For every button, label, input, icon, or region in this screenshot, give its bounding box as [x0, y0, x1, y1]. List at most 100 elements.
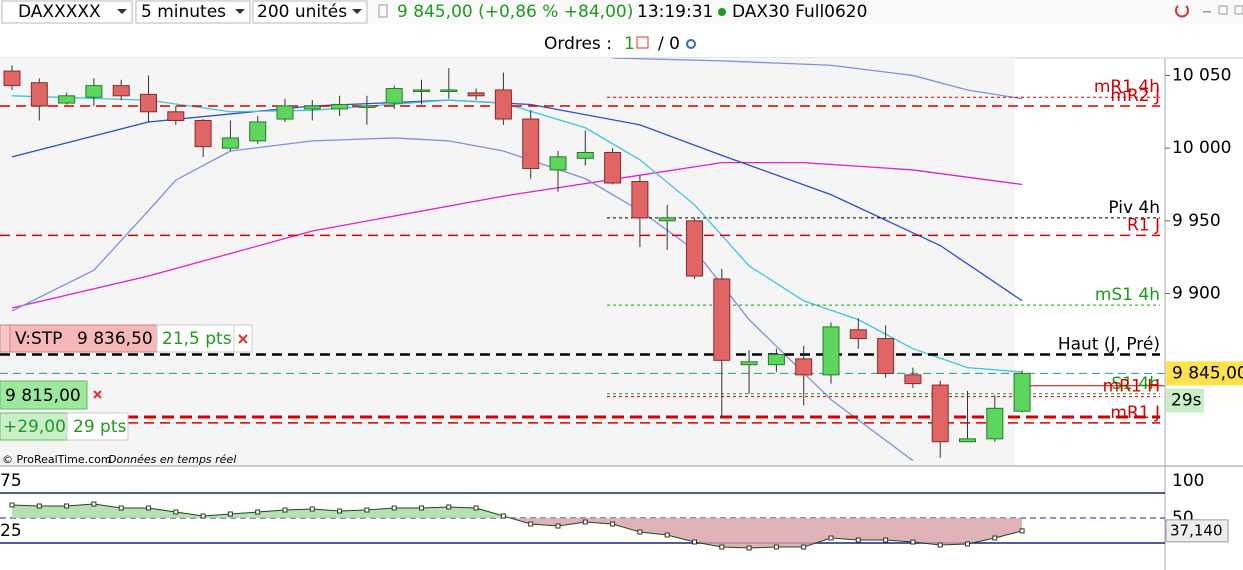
cancel-icon[interactable] [636, 36, 649, 49]
level-label: mR1 4h [1094, 77, 1160, 97]
level-label: R1 J [1127, 215, 1160, 235]
quote: 9 845,00 (+0,86 % +84,00) [397, 2, 633, 22]
cancel-cross[interactable] [93, 390, 102, 399]
candle-body [877, 338, 895, 374]
indicator-point [473, 505, 479, 511]
indicator-point [173, 509, 179, 515]
candle-body [413, 89, 430, 92]
refresh-icon[interactable] [1175, 5, 1189, 18]
orders-open[interactable]: 1 [624, 34, 635, 54]
info-icon[interactable] [378, 4, 388, 18]
level-label: mR2 J [1110, 86, 1160, 106]
area-above [12, 504, 1023, 518]
indicator-line [11, 503, 1023, 549]
candle-body [549, 156, 567, 171]
candle-body [795, 358, 813, 376]
pnl-pts-box [66, 412, 129, 441]
candle-body [249, 121, 267, 142]
position-price: 9 815,00 [5, 386, 81, 406]
instrument-dropdown[interactable] [1, 0, 133, 24]
indicator-point [364, 507, 370, 513]
indicator-point [801, 544, 807, 550]
indicator-point [992, 535, 998, 541]
indicator-point [64, 503, 70, 509]
settings-icon[interactable] [686, 39, 696, 49]
candle-body [849, 329, 867, 340]
credit: © ProRealTime.com [2, 453, 112, 466]
candle-body [931, 384, 949, 443]
indicator-point [1019, 528, 1025, 534]
candle-body [904, 374, 922, 385]
candle-body [713, 278, 731, 361]
candle-body [331, 104, 349, 110]
indicator-point [883, 537, 889, 543]
position-box[interactable] [0, 380, 88, 410]
candle-body [1013, 372, 1031, 412]
candle-body [112, 85, 130, 97]
indicator-point [227, 511, 233, 517]
price-plot [0, 58, 1165, 462]
order-box[interactable] [9, 324, 158, 353]
candle-body [194, 120, 212, 148]
indicator-point [965, 541, 970, 547]
candle-body [303, 105, 321, 110]
level-label: S1 4h [1111, 374, 1160, 394]
order-distance: 21,5 pts [162, 329, 232, 349]
indicator-point [282, 507, 288, 513]
indicator-point [500, 513, 506, 519]
units: 200 unités [257, 2, 347, 22]
candle-body [167, 111, 185, 122]
indicator-point [555, 523, 561, 529]
indicator-point [200, 513, 206, 519]
interval-dropdown[interactable] [135, 0, 251, 24]
indicator-point [118, 505, 124, 511]
order-side: V:STP [15, 329, 62, 349]
indicator-point [91, 501, 97, 507]
level-label: Haut (J, Pré) [1058, 335, 1160, 355]
indicator-point [419, 505, 424, 511]
candle-body [140, 93, 157, 113]
order-drag-handle[interactable] [0, 324, 11, 353]
pnl: +29,00 [3, 417, 66, 437]
candle-body [385, 88, 403, 104]
candle-body [467, 92, 485, 97]
candle-body [986, 407, 1004, 440]
minimize-button[interactable] [1203, 11, 1211, 13]
pnl-pts: 29 pts [73, 417, 126, 437]
order-distance-box [156, 324, 235, 353]
moving-average [11, 99, 1023, 302]
indicator-point [9, 502, 15, 508]
indicator-point [337, 508, 343, 514]
candle-body [58, 95, 76, 104]
credit-note: Données en temps réel [108, 453, 236, 466]
last-value-box [1165, 519, 1229, 543]
maximize-button[interactable] [1218, 5, 1228, 15]
last-price-box [1166, 361, 1243, 386]
units-dropdown[interactable] [252, 0, 368, 24]
candle-body [822, 326, 840, 376]
y-tick-label: 75 [0, 471, 22, 491]
candle-body [85, 85, 103, 98]
candle-body [959, 438, 976, 443]
candle-body [686, 220, 703, 277]
moving-average [612, 58, 1023, 100]
moving-average [11, 95, 1023, 373]
indicator-point [36, 503, 42, 509]
dropdown-arrow [235, 9, 245, 14]
y2-tick-label: 100 [1172, 471, 1204, 491]
close-button[interactable] [1234, 5, 1243, 15]
indicator-point [255, 509, 261, 515]
orders-label: Ordres : [544, 34, 612, 54]
instrument-name: DAX30 Full0620 [732, 2, 867, 22]
indicator-point [719, 544, 725, 550]
candle-body [221, 137, 239, 149]
countdown-box [1166, 388, 1204, 413]
instrument: DAXXXXX [18, 2, 101, 22]
y-tick-label: 9 900 [1172, 283, 1221, 303]
dropdown-arrow [117, 9, 127, 14]
y-tick-label: 10 000 [1172, 138, 1231, 158]
indicator-point [855, 537, 861, 543]
orders-closed[interactable]: / 0 [658, 34, 680, 54]
interval: 5 minutes [141, 2, 226, 22]
